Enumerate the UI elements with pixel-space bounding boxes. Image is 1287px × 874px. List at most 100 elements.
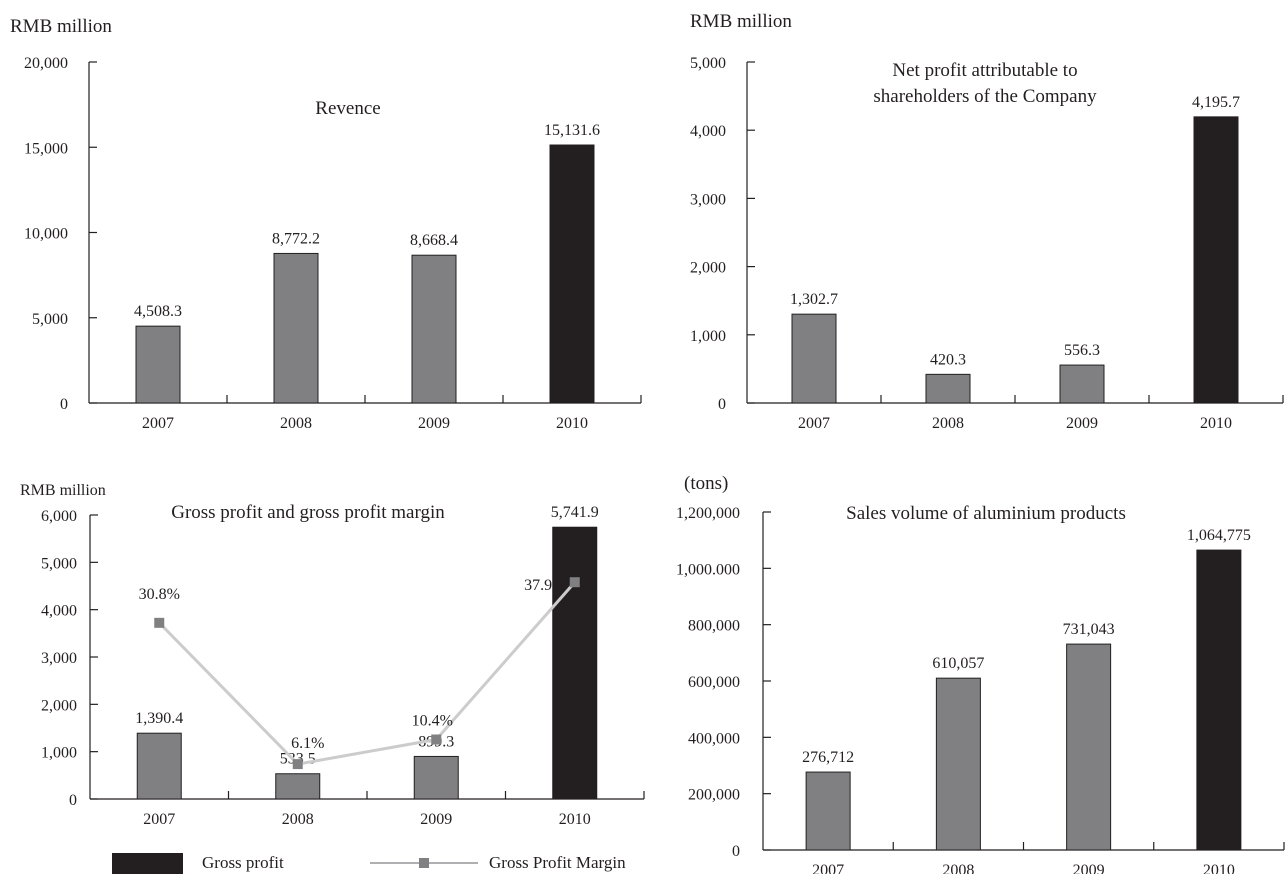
sales-volume-category-label: 2008: [942, 862, 974, 874]
revenue-bar-2009: [411, 254, 457, 404]
revenue-bar-2010: [549, 144, 595, 404]
gross-profit-category-label: 2009: [420, 811, 452, 828]
gross-profit-margin-line: [158, 581, 576, 766]
gross-profit-y-tick-label: 4,000: [41, 603, 77, 620]
sales-volume-bar-2008: [935, 677, 981, 851]
net-profit-category-label: 2010: [1200, 415, 1232, 432]
sales-volume-y-tick-label: 0: [732, 843, 740, 860]
net-profit-value-label: 556.3: [1064, 342, 1100, 359]
sales-volume-unit-label: (tons): [684, 473, 728, 494]
gross-profit-category-label: 2008: [282, 811, 314, 828]
sales-volume-category-label: 2009: [1073, 862, 1105, 874]
sales-volume-y-tick-label: 800,000: [688, 618, 740, 635]
net-profit-y-tick-label: 1,000: [690, 328, 726, 345]
gross-profit-bar-2010: [552, 526, 598, 800]
sales-volume-value-label: 731,043: [1063, 621, 1115, 638]
gross-profit-bar-2008: [275, 773, 321, 800]
revenue-plot: 0 5,000 10,000 15,000 20,000 4,508.3 2007 8,772…: [24, 55, 642, 432]
legend-margin-marker: [419, 858, 429, 868]
revenue-y-tick-label: 15,000: [24, 140, 68, 157]
net-profit-category-label: 2008: [932, 415, 964, 432]
net-profit-category-label: 2007: [798, 415, 830, 432]
gross-profit-margin-marker-2008: [292, 759, 303, 770]
gross-profit-margin-label: 10.4%: [412, 713, 453, 730]
sales-volume-y-tick-label: 600,000: [688, 674, 740, 691]
gross-profit-y-tick-label: 6,000: [41, 508, 77, 525]
gross-profit-margin-marker-2010: [569, 577, 580, 588]
gross-profit-y-tick-label: 5,000: [41, 555, 77, 572]
net-profit-bar-2010: [1193, 116, 1239, 404]
gross-profit-margin-label: 37.9%: [524, 577, 565, 594]
revenue-category-label: 2008: [280, 415, 312, 432]
revenue-category-label: 2007: [142, 415, 174, 432]
net-profit-title-line-1: Net profit attributable to: [892, 60, 1077, 81]
net-profit-y-tick-label: 0: [718, 396, 726, 413]
sales-volume-bar-2010: [1196, 549, 1242, 851]
legend-margin-label: Gross Profit Margin: [489, 853, 626, 872]
legend-gross-profit-label: Gross profit: [202, 853, 284, 872]
gross-profit-unit-label: RMB million: [20, 482, 106, 499]
gross-profit-value-label: 1,390.4: [135, 710, 183, 727]
net-profit-title-line-2: shareholders of the Company: [873, 86, 1097, 107]
sales-volume-value-label: 1,064,775: [1187, 527, 1251, 544]
legend: Gross profit Gross Profit Margin: [112, 853, 626, 874]
net-profit-y-tick-label: 2,000: [690, 260, 726, 277]
sales-volume-bar-2007: [805, 771, 851, 851]
revenue-value-label: 4,508.3: [134, 303, 182, 320]
gross-profit-chart: RMB million Gross profit and gross profi…: [20, 482, 645, 874]
gross-profit-y-tick-label: 0: [69, 792, 77, 809]
revenue-bar-2007: [135, 325, 181, 404]
net-profit-bar-2007: [791, 313, 837, 404]
revenue-unit-label: RMB million: [10, 16, 112, 37]
revenue-category-label: 2010: [556, 415, 588, 432]
sales-volume-value-label: 610,057: [932, 655, 984, 672]
net-profit-plot: 0 1,000 2,000 3,000 4,000 5,000 1,302.7 2007 420…: [690, 55, 1284, 432]
sales-volume-chart: (tons) Sales volume of aluminium product…: [676, 473, 1285, 874]
net-profit-unit-label: RMB million: [690, 11, 792, 32]
revenue-bar-2008: [273, 252, 319, 404]
gross-profit-chart-title: Gross profit and gross profit margin: [171, 502, 445, 523]
sales-volume-category-label: 2007: [812, 862, 844, 874]
revenue-value-label: 8,668.4: [410, 232, 458, 249]
gross-profit-margin-label: 6.1%: [291, 735, 324, 752]
revenue-y-tick-label: 20,000: [24, 55, 68, 72]
legend-gross-profit-swatch: [112, 853, 183, 874]
revenue-category-label: 2009: [418, 415, 450, 432]
net-profit-value-label: 420.3: [930, 351, 966, 368]
sales-volume-y-tick-label: 400,000: [688, 730, 740, 747]
revenue-y-tick-label: 5,000: [32, 311, 68, 328]
revenue-y-tick-label: 10,000: [24, 226, 68, 243]
sales-volume-bar-2009: [1066, 643, 1112, 851]
net-profit-value-label: 1,302.7: [790, 291, 838, 308]
gross-profit-y-tick-label: 3,000: [41, 650, 77, 667]
sales-volume-value-label: 276,712: [802, 749, 854, 766]
net-profit-y-tick-label: 3,000: [690, 191, 726, 208]
sales-volume-y-tick-label: 1,000.000: [676, 561, 740, 578]
gross-profit-plot: 0 1,000 2,000 3,000 4,000 5,000 6,000 1,390.4 20…: [41, 504, 645, 828]
sales-volume-y-tick-label: 1,200,000: [676, 505, 740, 522]
revenue-value-label: 8,772.2: [272, 230, 320, 247]
gross-profit-bar-2009: [413, 755, 459, 800]
net-profit-bar-2009: [1059, 364, 1105, 404]
gross-profit-category-label: 2007: [143, 811, 175, 828]
net-profit-value-label: 4,195.7: [1192, 94, 1240, 111]
gross-profit-y-tick-label: 2,000: [41, 697, 77, 714]
gross-profit-y-tick-label: 1,000: [41, 745, 77, 762]
revenue-y-tick-label: 0: [60, 396, 68, 413]
net-profit-y-tick-label: 5,000: [690, 55, 726, 72]
sales-volume-category-label: 2010: [1203, 862, 1235, 874]
net-profit-bar-2008: [925, 373, 971, 404]
revenue-value-label: 15,131.6: [544, 122, 600, 139]
gross-profit-bar-2007: [136, 732, 182, 800]
gross-profit-margin-marker-2007: [154, 617, 165, 628]
gross-profit-margin-label: 30.8%: [139, 586, 180, 603]
net-profit-y-tick-label: 4,000: [690, 123, 726, 140]
gross-profit-margin-marker-2009: [431, 734, 442, 745]
sales-volume-plot: 0 200,000 400,000 600,000 800,000 1,000.000 1,…: [676, 505, 1285, 874]
gross-profit-value-label: 5,741.9: [551, 504, 599, 521]
net-profit-chart: RMB million Net profit attributable to s…: [690, 11, 1284, 432]
sales-volume-chart-title: Sales volume of aluminium products: [846, 503, 1126, 524]
net-profit-category-label: 2009: [1066, 415, 1098, 432]
revenue-chart: RMB million Revence 0 5,000 10,000 15,000 20…: [10, 16, 642, 432]
